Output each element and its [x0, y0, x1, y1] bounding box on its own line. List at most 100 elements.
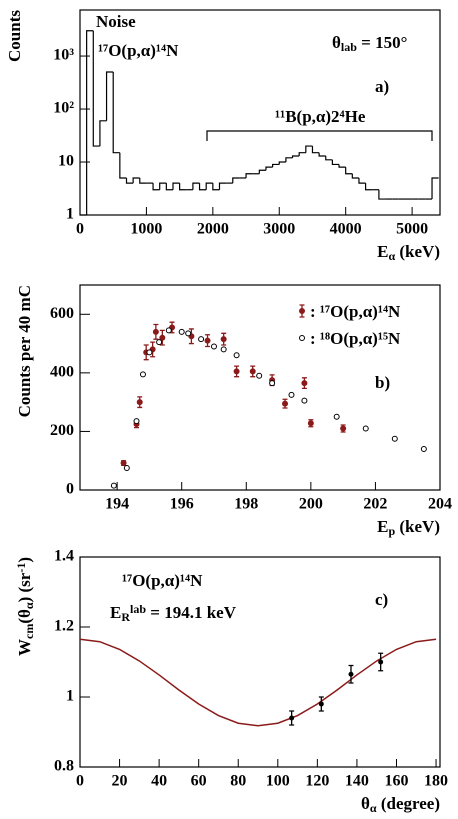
annotation-part: lab: [341, 40, 357, 54]
y-axis-label: Wcm(θα) (sr-1): [14, 557, 36, 656]
histogram-bin: [365, 183, 373, 191]
legend-marker: [299, 308, 305, 314]
annotation-part: lab: [130, 602, 146, 616]
x-tick-label: 1000: [130, 221, 162, 238]
x-tick-label: 198: [234, 496, 258, 513]
data-point: [288, 391, 295, 398]
histogram-bin: [265, 166, 273, 171]
histogram-bin: [198, 183, 207, 191]
annotation: ¹⁷O(p,α)¹⁴N: [122, 571, 203, 590]
y-tick-label: 600: [50, 305, 74, 322]
data-point: [198, 336, 205, 343]
x-tick-label: 0: [76, 773, 84, 790]
x-tick-label: 140: [345, 773, 369, 790]
histogram-bin: [311, 146, 320, 154]
annotation-part: c): [375, 590, 388, 609]
histogram-bin: [345, 167, 353, 175]
x-tick-label: 5000: [396, 221, 428, 238]
y-tick-label: 0.8: [54, 758, 74, 775]
histogram-bin: [331, 159, 340, 166]
annotation: ¹⁷O(p,α)¹⁴N: [98, 41, 179, 60]
plot-frame: [79, 9, 441, 216]
histogram-bin: [92, 30, 100, 147]
histogram-bin: [119, 152, 127, 179]
y-tick-label: 1.4: [54, 548, 74, 565]
x-axis-label-part: α: [388, 249, 395, 263]
y-tick-label: 1.2: [54, 618, 74, 635]
y-axis-label-part: α: [22, 602, 36, 609]
y-tick-label: 1: [66, 688, 74, 705]
data-point: [220, 336, 227, 343]
annotation: a): [375, 77, 389, 96]
data-point: [110, 482, 117, 489]
histogram-bin: [378, 189, 386, 200]
histogram-bin: [152, 183, 160, 191]
histogram-bin: [358, 177, 366, 184]
histogram-bin: [132, 177, 140, 184]
data-point: [269, 380, 276, 387]
annotation: θlab = 150°: [332, 33, 407, 54]
y-tick-label: 10: [58, 153, 74, 170]
data-point: [233, 352, 240, 359]
plot-frame: [79, 284, 441, 491]
data-point: [178, 328, 185, 335]
x-tick-label: 200: [299, 496, 323, 513]
x-tick-label: 100: [266, 773, 290, 790]
x-axis-label-part: θ: [361, 794, 370, 813]
data-point: [136, 399, 143, 406]
data-point: [362, 425, 369, 432]
annotation-part: θ: [332, 33, 341, 52]
x-tick-label: 160: [384, 773, 408, 790]
x-tick-label: 196: [170, 496, 194, 513]
data-point: [340, 425, 347, 432]
data-point: [301, 397, 308, 404]
histogram-bin: [291, 155, 300, 158]
y-axis-label-part: ): [15, 557, 34, 563]
data-point: [333, 413, 340, 420]
histogram-bin: [179, 183, 187, 191]
y-axis-label-part: -1: [14, 563, 28, 573]
data-point: [282, 400, 289, 407]
data-point: [156, 339, 163, 346]
annotation-part: Noise: [96, 12, 136, 31]
data-point: [233, 368, 240, 375]
y-axis-label: Counts per 40 mC: [15, 285, 34, 417]
histogram-bin: [112, 72, 120, 154]
annotation: Noise: [96, 12, 136, 31]
histogram-bin: [351, 173, 359, 179]
data-point: [420, 446, 427, 452]
data-point: [391, 435, 398, 442]
data-point: [348, 671, 354, 677]
plot-frame: [79, 556, 441, 768]
x-tick-label: 202: [363, 496, 387, 513]
data-point: [123, 465, 130, 472]
x-axis-label: Ep (keV): [377, 517, 440, 538]
annotation-part: a): [375, 77, 389, 96]
data-point: [378, 659, 384, 665]
histogram-bin: [218, 182, 227, 190]
data-point: [120, 460, 127, 467]
data-point: [146, 349, 153, 356]
x-axis-label: Eα (keV): [377, 242, 440, 263]
y-tick-label: 1: [66, 206, 74, 223]
histogram-bin: [99, 120, 107, 147]
data-point: [204, 337, 211, 344]
annotation-part: = 194.1 keV: [146, 603, 237, 622]
data-point: [139, 371, 146, 378]
x-axis-label-part: (degree): [377, 794, 440, 813]
fit-curve: [79, 638, 437, 727]
data-point: [133, 418, 140, 425]
histogram-bin: [159, 182, 167, 190]
y-tick-label: 0: [66, 481, 74, 498]
annotation-part: ¹⁷O(p,α)¹⁴N: [98, 41, 179, 60]
x-tick-label: 4000: [330, 221, 362, 238]
legend-marker: [299, 335, 305, 341]
annotation: ¹¹B(p,α)2⁴He: [275, 107, 366, 126]
data-point: [210, 343, 217, 350]
annotation-part: ¹⁷O(p,α)¹⁴N: [122, 571, 203, 590]
histogram-bin: [105, 71, 114, 121]
x-tick-label: 180: [424, 773, 448, 790]
annotation: ERlab = 194.1 keV: [110, 602, 237, 624]
annotation: c): [375, 590, 388, 609]
y-tick-label: 400: [50, 364, 74, 381]
